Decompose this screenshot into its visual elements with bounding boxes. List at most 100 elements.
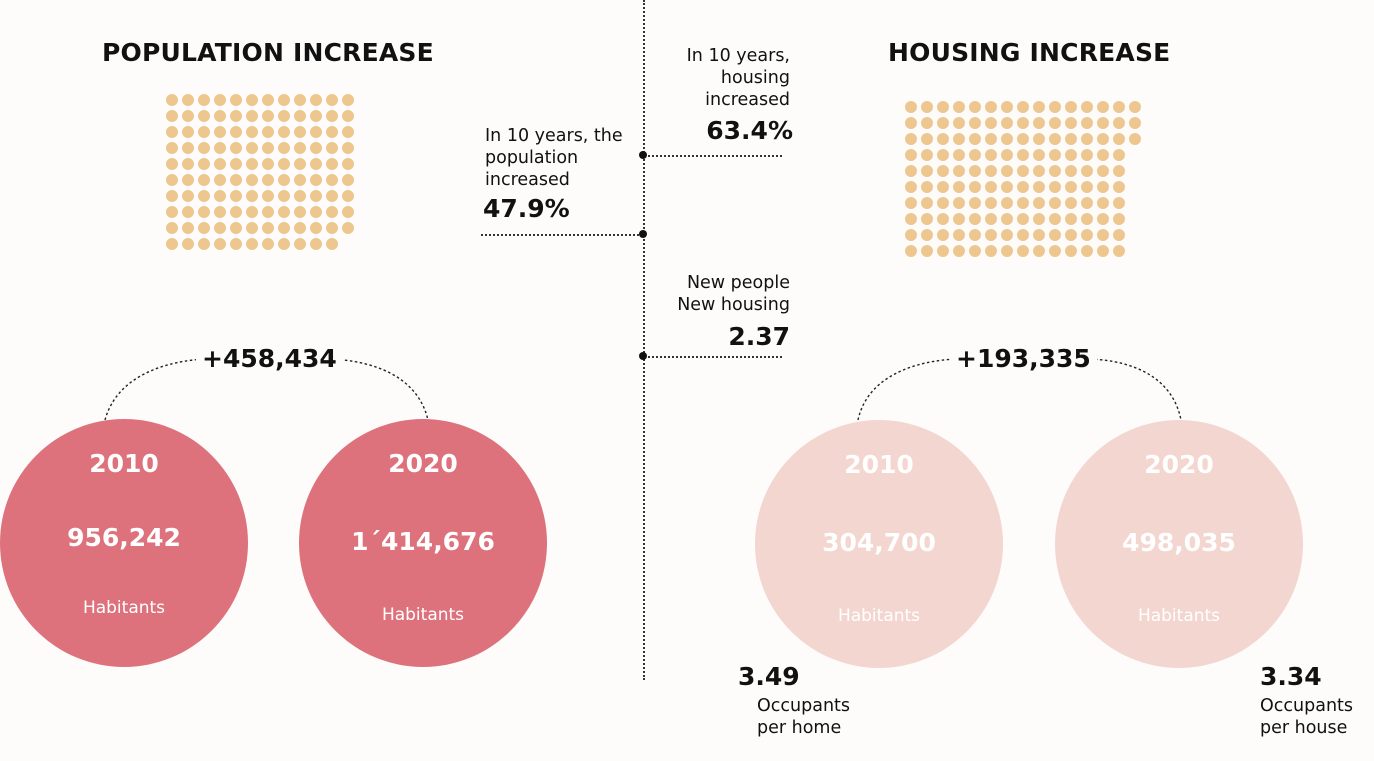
dot-icon	[1033, 213, 1045, 225]
dot-icon	[230, 94, 242, 106]
dot-icon	[921, 133, 933, 145]
dot-icon	[1001, 133, 1013, 145]
housing-dot-grid	[905, 101, 1141, 257]
dot-icon	[937, 101, 949, 113]
dot-icon	[230, 142, 242, 154]
dot-icon	[1049, 245, 1061, 257]
housing-circle-2010: 2010 304,700 Habitants	[755, 420, 1003, 668]
dot-icon	[1017, 197, 1029, 209]
dot-icon	[985, 149, 997, 161]
dot-icon	[953, 213, 965, 225]
dot-icon	[214, 142, 226, 154]
dot-icon	[905, 245, 917, 257]
dot-icon	[953, 229, 965, 241]
dot-icon	[278, 206, 290, 218]
dot-icon	[198, 126, 210, 138]
dot-icon	[166, 158, 178, 170]
dot-icon	[310, 110, 322, 122]
dot-icon	[1001, 229, 1013, 241]
housing-pointer-line	[644, 155, 782, 157]
dot-icon	[1081, 213, 1093, 225]
dot-icon	[969, 149, 981, 161]
dot-icon	[921, 181, 933, 193]
dot-icon	[1081, 181, 1093, 193]
dot-icon	[985, 165, 997, 177]
dot-icon	[1065, 213, 1077, 225]
circle-value: 498,035	[1122, 528, 1236, 557]
dot-icon	[1081, 149, 1093, 161]
dot-icon	[921, 117, 933, 129]
dot-icon	[294, 222, 306, 234]
dot-icon	[969, 213, 981, 225]
dot-icon	[1017, 149, 1029, 161]
dot-icon	[262, 158, 274, 170]
dot-icon	[953, 165, 965, 177]
dot-icon	[342, 206, 354, 218]
ratio-value: 2.37	[728, 322, 790, 351]
dot-icon	[1081, 117, 1093, 129]
dot-icon	[921, 165, 933, 177]
dot-icon	[1097, 181, 1109, 193]
dot-icon	[246, 222, 258, 234]
dot-icon	[294, 158, 306, 170]
dot-icon	[985, 213, 997, 225]
dot-icon	[1113, 197, 1125, 209]
circle-value: 304,700	[822, 528, 936, 557]
dot-icon	[214, 222, 226, 234]
dot-icon	[1113, 213, 1125, 225]
dot-icon	[214, 126, 226, 138]
dot-icon	[230, 110, 242, 122]
dot-icon	[1049, 213, 1061, 225]
dot-icon	[953, 117, 965, 129]
dot-icon	[310, 94, 322, 106]
dot-icon	[262, 206, 274, 218]
dot-icon	[246, 94, 258, 106]
housing-delta: +193,335	[950, 344, 1097, 373]
dot-icon	[1081, 165, 1093, 177]
dot-icon	[182, 238, 194, 250]
dot-icon	[1097, 101, 1109, 113]
center-divider	[643, 0, 645, 680]
dot-icon	[1033, 165, 1045, 177]
dot-icon	[1033, 197, 1045, 209]
dot-icon	[969, 165, 981, 177]
circle-unit: Habitants	[1137, 606, 1221, 626]
dot-icon	[182, 174, 194, 186]
dot-icon	[166, 94, 178, 106]
dot-icon	[310, 238, 322, 250]
dot-icon	[166, 142, 178, 154]
dot-icon	[1113, 245, 1125, 257]
dot-icon	[278, 222, 290, 234]
dot-icon	[294, 142, 306, 154]
dot-icon	[214, 206, 226, 218]
dot-icon	[985, 229, 997, 241]
population-pointer-line	[481, 234, 643, 236]
dot-icon	[262, 222, 274, 234]
dot-icon	[230, 174, 242, 186]
dot-icon	[294, 190, 306, 202]
dot-icon	[310, 206, 322, 218]
circle-value: 956,242	[67, 523, 181, 552]
dot-icon	[1097, 245, 1109, 257]
dot-icon	[969, 133, 981, 145]
dot-icon	[246, 238, 258, 250]
circle-value: 1´414,676	[351, 527, 495, 556]
dot-icon	[198, 222, 210, 234]
dot-icon	[230, 190, 242, 202]
dot-icon	[1001, 245, 1013, 257]
dot-icon	[326, 174, 338, 186]
dot-icon	[1017, 229, 1029, 241]
dot-icon	[198, 174, 210, 186]
dot-icon	[1081, 197, 1093, 209]
dot-icon	[1065, 245, 1077, 257]
dot-icon	[1049, 229, 1061, 241]
dot-icon	[1129, 133, 1141, 145]
dot-icon	[262, 94, 274, 106]
dot-icon	[1001, 117, 1013, 129]
dot-icon	[921, 101, 933, 113]
dot-icon	[985, 197, 997, 209]
housing-increase-pct: 63.4%	[706, 116, 793, 145]
dot-icon	[1049, 101, 1061, 113]
dot-icon	[182, 142, 194, 154]
population-dot-grid	[166, 94, 354, 250]
